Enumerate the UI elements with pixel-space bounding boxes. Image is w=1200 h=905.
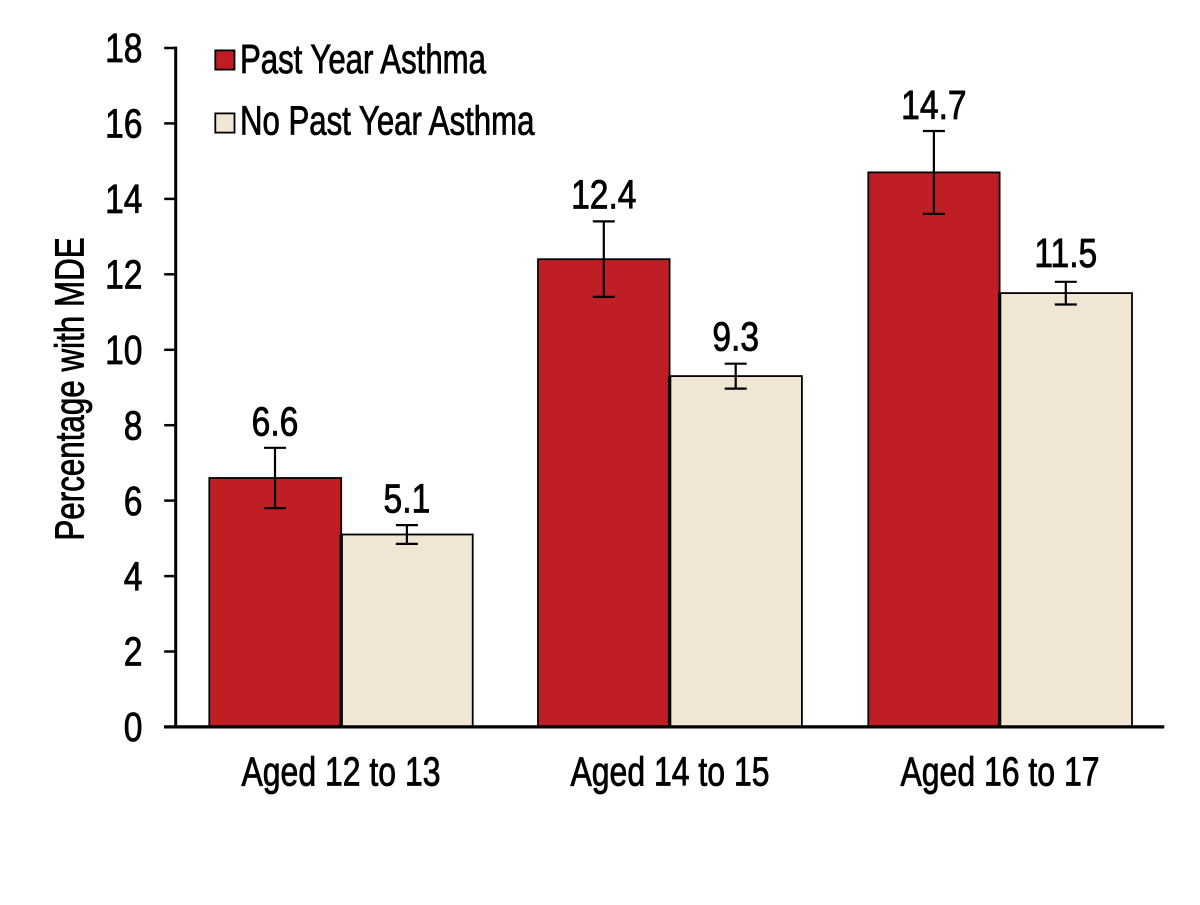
svg-text:0: 0: [124, 704, 143, 750]
svg-text:12: 12: [105, 251, 142, 297]
svg-text:Aged 12 to 13: Aged 12 to 13: [241, 749, 440, 795]
svg-text:4: 4: [124, 553, 143, 599]
svg-text:Past Year Asthma: Past Year Asthma: [240, 36, 487, 82]
svg-text:12.4: 12.4: [571, 171, 636, 217]
svg-text:18: 18: [105, 25, 142, 71]
svg-text:No Past Year Asthma: No Past Year Asthma: [240, 97, 535, 143]
svg-text:10: 10: [105, 327, 142, 373]
svg-text:Aged 14 to 15: Aged 14 to 15: [570, 749, 769, 795]
svg-text:8: 8: [124, 402, 143, 448]
svg-text:Aged 16 to 17: Aged 16 to 17: [900, 749, 1099, 795]
svg-text:9.3: 9.3: [712, 313, 759, 359]
svg-text:14.7: 14.7: [901, 82, 966, 128]
svg-text:2: 2: [124, 629, 143, 675]
svg-text:11.5: 11.5: [1034, 230, 1097, 276]
svg-text:16: 16: [105, 100, 142, 146]
svg-text:6.6: 6.6: [252, 398, 299, 444]
svg-text:14: 14: [105, 176, 142, 222]
svg-text:5.1: 5.1: [384, 475, 431, 521]
svg-text:6: 6: [124, 478, 143, 524]
svg-text:Percentage with MDE: Percentage with MDE: [46, 237, 92, 540]
